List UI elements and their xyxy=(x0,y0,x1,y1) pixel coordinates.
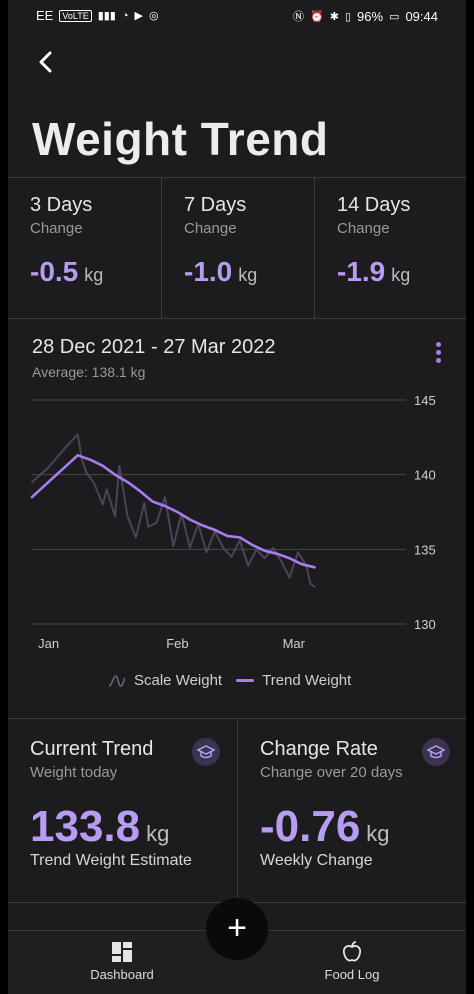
change-unit: kg xyxy=(84,265,104,285)
chart-legend: Scale Weight Trend Weight xyxy=(108,672,351,689)
stat-footer: Trend Weight Estimate xyxy=(30,852,192,869)
divider xyxy=(8,318,466,319)
wifi-icon: ◔ xyxy=(121,9,129,22)
stat-title: Change Rate xyxy=(260,738,378,760)
change-value: -1.0 kg xyxy=(184,256,258,287)
battery-icon: ▭ xyxy=(389,10,400,23)
clock: 09:44 xyxy=(405,8,438,24)
stat-footer: Weekly Change xyxy=(260,852,373,869)
plus-icon: + xyxy=(227,909,247,947)
volte-badge: VoLTE xyxy=(59,9,92,22)
vibrate-icon: ▯ xyxy=(344,10,352,23)
legend-label: Trend Weight xyxy=(262,672,352,689)
scale-weight-line xyxy=(31,433,316,588)
y-tick-label: 145 xyxy=(414,393,436,408)
y-tick-label: 135 xyxy=(414,542,436,557)
legend-trend-weight[interactable]: Trend Weight xyxy=(236,672,351,689)
youtube-icon: ▶ xyxy=(134,10,143,22)
divider xyxy=(8,177,466,178)
nav-food-log[interactable]: Food Log xyxy=(292,941,412,982)
signal-icon: ▮▮▮ xyxy=(97,10,116,22)
stat-unit: kg xyxy=(146,821,170,846)
status-bar: EE VoLTE ▮▮▮ ◔ ▶ ◎ Ⓝ ⏰ ✱ ▯ 96% ▭ 09:44 xyxy=(8,0,466,32)
y-tick-label: 140 xyxy=(414,468,436,483)
screen: EE VoLTE ▮▮▮ ◔ ▶ ◎ Ⓝ ⏰ ✱ ▯ 96% ▭ 09:44 W… xyxy=(8,0,466,994)
change-value: -0.5 kg xyxy=(30,256,104,287)
change-subtitle: Change xyxy=(184,220,237,237)
bluetooth-icon: ✱ xyxy=(329,10,339,23)
stat-value: -0.76 kg xyxy=(260,802,390,851)
chevron-left-icon xyxy=(39,51,52,73)
divider xyxy=(161,178,162,318)
stat-title: Current Trend xyxy=(30,738,154,760)
x-tick-label: Feb xyxy=(166,636,188,651)
nav-label: Food Log xyxy=(324,967,380,982)
change-value: -1.9 kg xyxy=(337,256,411,287)
scale-line-icon xyxy=(108,674,126,687)
nav-label: Dashboard xyxy=(90,967,154,982)
back-button[interactable] xyxy=(30,50,62,82)
page-title: Weight Trend xyxy=(32,113,329,165)
trend-line-icon xyxy=(236,679,255,682)
change-title: 3 Days xyxy=(30,194,93,216)
current-trend-card[interactable]: Current Trend Weight today 133.8 kg Trend… xyxy=(8,720,236,900)
apple-icon xyxy=(342,941,362,962)
divider xyxy=(314,178,315,318)
dashboard-grid-icon xyxy=(112,942,132,962)
change-cell-3-days: 3 Days Change -0.5 kg xyxy=(8,178,158,318)
y-tick-label: 130 xyxy=(414,617,436,632)
legend-label: Scale Weight xyxy=(134,672,223,689)
change-unit: kg xyxy=(391,265,411,285)
legend-scale-weight[interactable]: Scale Weight xyxy=(108,672,222,689)
weight-trend-chart: 145 140 135 130 Jan Feb Mar xyxy=(30,393,436,651)
nfc-icon: Ⓝ xyxy=(293,11,305,23)
x-tick-label: Mar xyxy=(283,636,306,651)
carrier-label: EE xyxy=(36,8,54,23)
stat-subtitle: Change over 20 days xyxy=(260,764,403,781)
more-vertical-icon[interactable] xyxy=(434,342,442,364)
graduation-cap-icon[interactable] xyxy=(192,738,220,766)
change-subtitle: Change xyxy=(30,220,83,237)
alarm-icon: ⏰ xyxy=(310,10,324,23)
graduation-cap-icon[interactable] xyxy=(422,738,450,766)
date-range: 28 Dec 2021 - 27 Mar 2022 xyxy=(32,336,276,358)
change-title: 14 Days xyxy=(337,194,411,216)
divider xyxy=(8,718,466,719)
stat-unit: kg xyxy=(366,821,390,846)
trend-weight-line xyxy=(30,454,316,569)
x-tick-label: Jan xyxy=(38,636,59,651)
stat-value: 133.8 kg xyxy=(30,802,170,851)
change-cell-7-days: 7 Days Change -1.0 kg xyxy=(162,178,312,318)
average-label: Average: 138.1 kg xyxy=(32,364,146,380)
stat-subtitle: Weight today xyxy=(30,764,118,781)
change-rate-card[interactable]: Change Rate Change over 20 days -0.76 kg … xyxy=(238,720,466,900)
nav-dashboard[interactable]: Dashboard xyxy=(62,941,182,982)
instagram-icon: ◎ xyxy=(149,10,159,22)
add-entry-button[interactable]: + xyxy=(206,898,268,960)
change-subtitle: Change xyxy=(337,220,390,237)
battery-percent: 96% xyxy=(357,8,384,24)
change-cell-14-days: 14 Days Change -1.9 kg xyxy=(315,178,465,318)
change-title: 7 Days xyxy=(184,194,247,216)
change-unit: kg xyxy=(238,265,258,285)
weight-chart-card: 28 Dec 2021 - 27 Mar 2022 Average: 138.1… xyxy=(8,320,466,718)
divider xyxy=(237,720,238,900)
